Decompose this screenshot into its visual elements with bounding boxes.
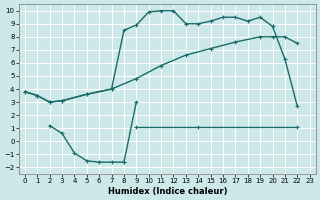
X-axis label: Humidex (Indice chaleur): Humidex (Indice chaleur) [108,187,227,196]
